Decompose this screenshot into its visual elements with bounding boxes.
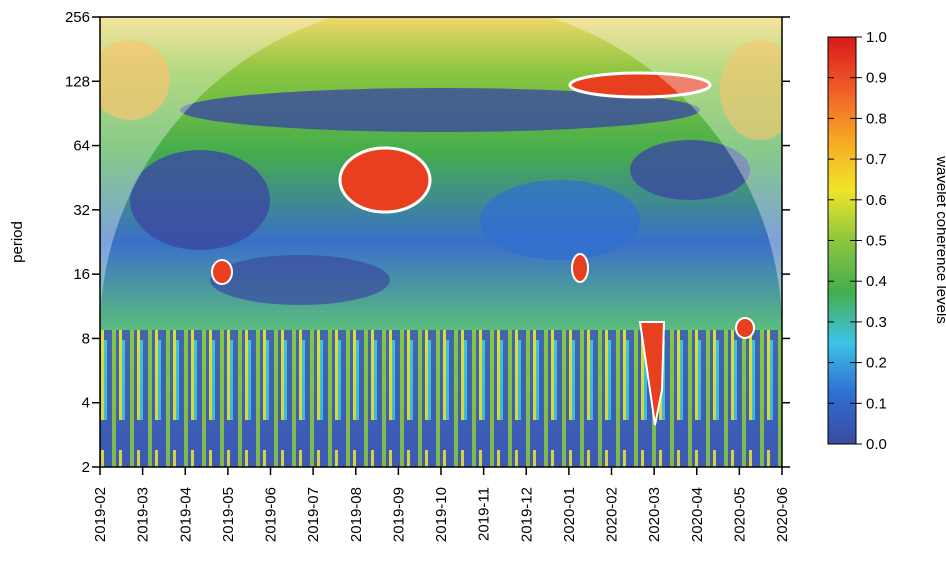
- x-tick-label: 2019-08: [348, 487, 365, 542]
- colorbar-label: wavelet coherence levels: [933, 155, 946, 324]
- y-tick-label: 64: [73, 138, 90, 155]
- colorbar-tick-label: 0.0: [866, 436, 887, 453]
- colorbar-tick-label: 0.5: [866, 233, 887, 250]
- y-tick-label: 16: [73, 266, 90, 283]
- colorbar-tick-label: 0.4: [866, 273, 887, 290]
- x-tick-label: 2019-04: [177, 487, 194, 542]
- x-tick-label: 2020-01: [561, 487, 578, 542]
- colorbar-tick-label: 0.8: [866, 110, 887, 127]
- x-tick-label: 2020-02: [604, 487, 621, 542]
- x-tick-label: 2019-12: [518, 487, 535, 542]
- x-tick-label: 2020-04: [689, 487, 706, 542]
- heatmap: [90, 0, 800, 467]
- x-tick-label: 2019-09: [390, 487, 407, 542]
- x-tick-label: 2020-05: [731, 487, 748, 542]
- x-tick-label: 2019-07: [305, 487, 322, 542]
- y-tick-label: 8: [82, 330, 90, 347]
- colorbar-tick-label: 0.6: [866, 192, 887, 209]
- y-axis-label: period: [9, 221, 26, 263]
- x-tick-label: 2019-10: [433, 487, 450, 542]
- x-tick-label: 2019-05: [220, 487, 237, 542]
- y-tick-label: 256: [65, 9, 90, 26]
- x-tick-label: 2019-02: [92, 487, 109, 542]
- y-tick-label: 4: [82, 395, 90, 412]
- y-tick-label: 32: [73, 202, 90, 219]
- colorbar-tick-label: 0.9: [866, 70, 887, 87]
- chart: period wavelet coherence levels 2 4 8 16 32 6…: [0, 0, 946, 567]
- x-tick-label: 2020-03: [646, 487, 663, 542]
- x-tick-label: 2020-06: [774, 487, 791, 542]
- colorbar-tick-label: 0.1: [866, 395, 887, 412]
- x-tick-label: 2019-06: [263, 487, 280, 542]
- x-tick-label: 2019-03: [135, 487, 152, 542]
- colorbar-tick-label: 0.3: [866, 314, 887, 331]
- colorbar-tick-label: 0.2: [866, 355, 887, 372]
- y-tick-label: 2: [82, 459, 90, 476]
- colorbar-tick-label: 1.0: [866, 29, 887, 46]
- x-tick-label: 2019-11: [476, 487, 493, 541]
- colorbar-tick-label: 0.7: [866, 151, 887, 168]
- y-tick-label: 128: [65, 73, 90, 90]
